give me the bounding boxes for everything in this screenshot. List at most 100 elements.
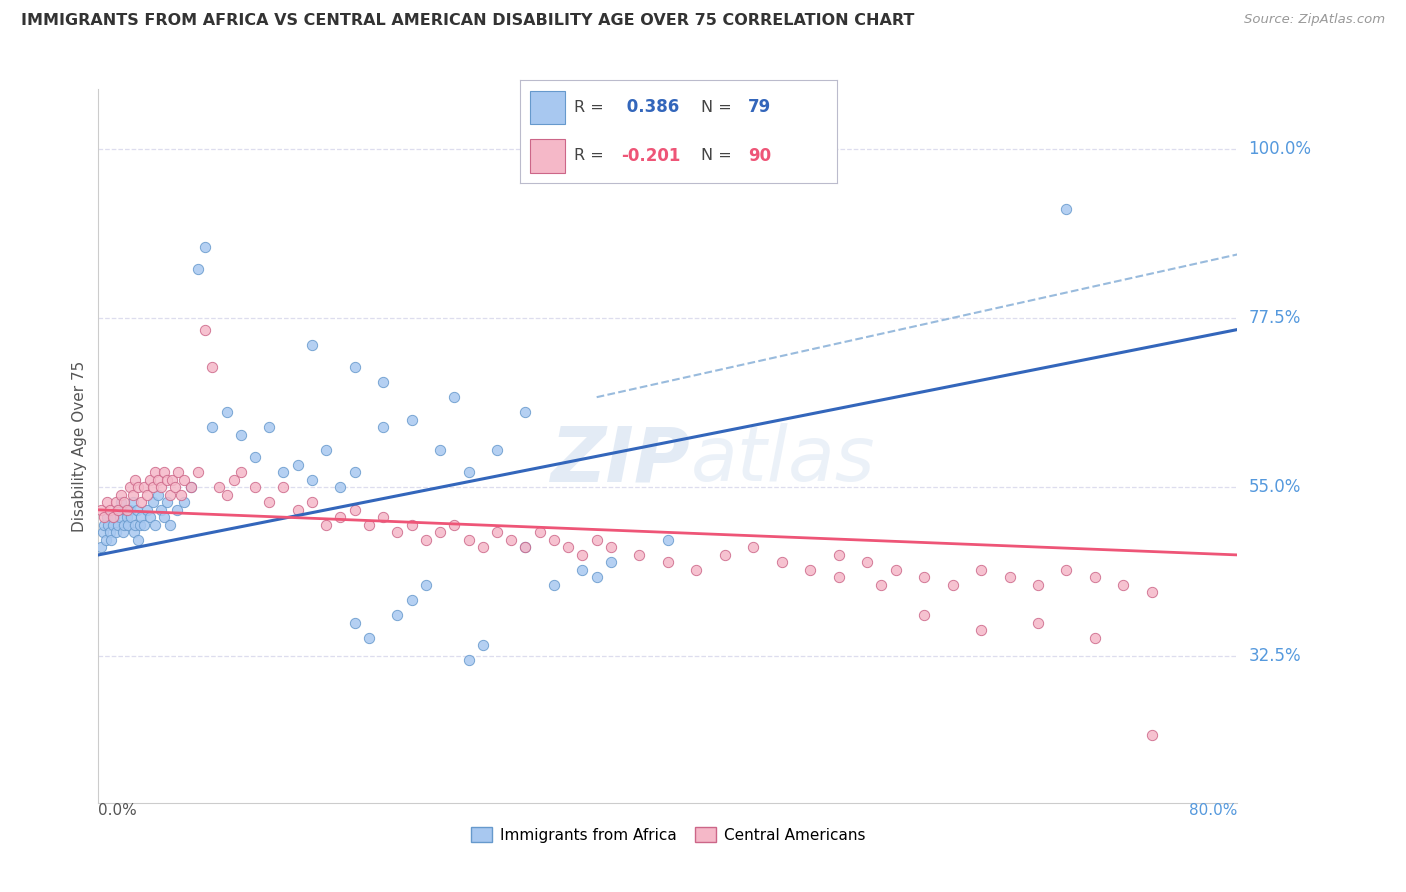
Point — [201, 420, 224, 434]
Point — [128, 517, 150, 532]
Point — [90, 503, 112, 517]
Point — [828, 570, 851, 584]
Point — [222, 473, 245, 487]
Point — [287, 503, 309, 517]
Point — [486, 525, 509, 540]
Point — [301, 473, 323, 487]
Point — [373, 510, 395, 524]
Point — [108, 510, 131, 524]
Point — [259, 495, 281, 509]
Point — [501, 533, 523, 547]
Point — [315, 517, 337, 532]
Point — [343, 465, 366, 479]
Point — [884, 563, 907, 577]
Point — [105, 503, 128, 517]
Point — [301, 495, 323, 509]
Point — [145, 465, 167, 479]
Point — [94, 533, 117, 547]
Point — [912, 570, 935, 584]
Point — [912, 607, 935, 622]
Point — [543, 578, 565, 592]
Point — [98, 525, 121, 540]
Point — [129, 495, 152, 509]
Point — [165, 480, 187, 494]
Point — [1084, 631, 1107, 645]
Point — [150, 480, 173, 494]
Point — [259, 420, 281, 434]
Point — [110, 495, 132, 509]
Point — [770, 556, 793, 570]
Point — [343, 615, 366, 630]
Point — [415, 533, 437, 547]
Point — [415, 578, 437, 592]
Point — [557, 541, 579, 555]
Point — [98, 503, 121, 517]
Point — [343, 360, 366, 375]
Point — [571, 548, 593, 562]
Point — [194, 322, 217, 336]
Point — [657, 556, 679, 570]
Point — [173, 495, 195, 509]
Point — [114, 503, 136, 517]
Point — [742, 541, 765, 555]
Point — [112, 495, 135, 509]
Point — [156, 495, 179, 509]
Point — [150, 503, 173, 517]
Point — [343, 503, 366, 517]
Point — [115, 510, 138, 524]
Text: Source: ZipAtlas.com: Source: ZipAtlas.com — [1244, 13, 1385, 27]
Point — [457, 465, 479, 479]
Text: 79: 79 — [748, 98, 772, 117]
Text: R =: R = — [574, 148, 609, 163]
Text: N =: N = — [700, 100, 737, 115]
Point — [93, 510, 115, 524]
Point — [329, 480, 352, 494]
Point — [132, 480, 155, 494]
Point — [141, 495, 163, 509]
Point — [138, 473, 160, 487]
Point — [148, 473, 170, 487]
Point — [96, 495, 118, 509]
Point — [120, 510, 142, 524]
Point — [870, 578, 893, 592]
Point — [180, 480, 202, 494]
Text: -0.201: -0.201 — [621, 146, 681, 165]
Text: 0.386: 0.386 — [621, 98, 679, 117]
Point — [429, 442, 451, 457]
Point — [159, 488, 181, 502]
Point — [118, 480, 141, 494]
Point — [515, 541, 537, 555]
Point — [301, 337, 323, 351]
Text: R =: R = — [574, 100, 609, 115]
Point — [1112, 578, 1135, 592]
Point — [1056, 563, 1078, 577]
Point — [162, 473, 184, 487]
Point — [401, 517, 423, 532]
Point — [138, 510, 160, 524]
Point — [170, 488, 193, 502]
Point — [104, 495, 127, 509]
Point — [153, 465, 176, 479]
Point — [585, 570, 607, 584]
Text: atlas: atlas — [690, 424, 875, 497]
Point — [315, 442, 337, 457]
Point — [101, 517, 124, 532]
Point — [115, 503, 138, 517]
Point — [117, 517, 139, 532]
Point — [127, 533, 149, 547]
Point — [107, 517, 129, 532]
Point — [104, 525, 127, 540]
Point — [124, 517, 146, 532]
Point — [107, 503, 129, 517]
Point — [799, 563, 821, 577]
Point — [685, 563, 707, 577]
Point — [357, 517, 380, 532]
Point — [287, 458, 309, 472]
Text: 90: 90 — [748, 146, 770, 165]
Point — [1026, 615, 1049, 630]
Point — [96, 510, 118, 524]
Point — [970, 563, 993, 577]
Point — [457, 533, 479, 547]
Point — [111, 525, 134, 540]
Point — [118, 503, 141, 517]
